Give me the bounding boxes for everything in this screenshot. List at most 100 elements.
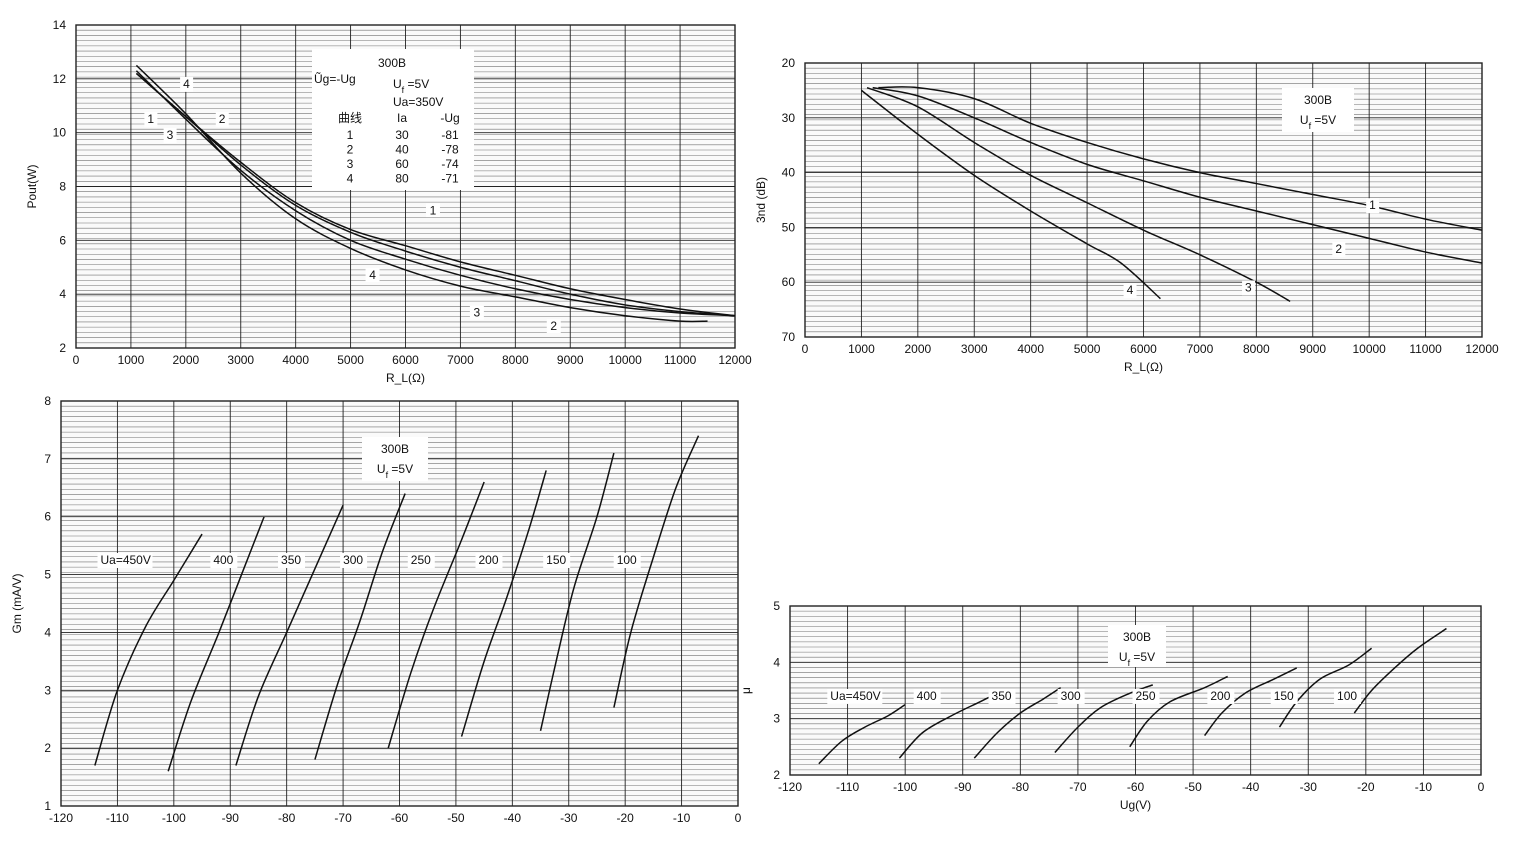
label-bg bbox=[1270, 688, 1298, 704]
x-tick-label: -40 bbox=[1242, 780, 1260, 794]
legend-line: Uf =5V bbox=[1119, 650, 1155, 668]
chart-third-harmonic: 0 1000 2000 3000 4000 5000 6000 7000 8000 9000 100… bbox=[754, 56, 1499, 374]
x-tick-label: 10000 bbox=[608, 353, 642, 367]
label-bg bbox=[144, 111, 158, 127]
label-bg bbox=[613, 553, 641, 568]
legend-box bbox=[312, 49, 474, 190]
legend-title: 300B bbox=[378, 56, 406, 70]
label-bg bbox=[210, 553, 238, 568]
x-tick-label: 9000 bbox=[1299, 342, 1326, 356]
y-tick-label: 5 bbox=[44, 568, 51, 582]
y-tick-label: 12 bbox=[53, 72, 67, 86]
series-label: 400 bbox=[917, 689, 937, 703]
x-tick-label: 3000 bbox=[227, 353, 254, 367]
series-label: Ua=450V bbox=[100, 553, 150, 567]
x-tick-label: 6000 bbox=[392, 353, 419, 367]
label-bg bbox=[913, 688, 941, 704]
y-tick-label: 3 bbox=[773, 712, 780, 726]
x-tick-label: 4000 bbox=[282, 353, 309, 367]
legend-cell: -71 bbox=[441, 172, 459, 186]
y-tick-label: 4 bbox=[59, 287, 66, 301]
legend-column-header: 曲线 bbox=[338, 111, 362, 125]
series-label: 100 bbox=[1337, 689, 1357, 703]
y-tick-label: 60 bbox=[782, 275, 796, 289]
series-line-200 bbox=[460, 470, 547, 737]
x-tick-label: -80 bbox=[1012, 780, 1030, 794]
x-tick-label: 5000 bbox=[337, 353, 364, 367]
x-axis-label: R_L(Ω) bbox=[1124, 360, 1163, 374]
y-tick-label: 10 bbox=[53, 126, 67, 140]
label-bg bbox=[1366, 198, 1380, 214]
x-tick-label: -70 bbox=[1069, 780, 1087, 794]
x-tick-label: 1000 bbox=[118, 353, 145, 367]
series-label: 200 bbox=[478, 553, 498, 567]
legend-title: 300B bbox=[1304, 93, 1332, 107]
x-tick-label: -70 bbox=[334, 811, 352, 825]
series-curves bbox=[94, 435, 700, 772]
series-label: 2 bbox=[550, 319, 557, 333]
series-line-350 bbox=[973, 687, 1062, 759]
legend-box bbox=[362, 437, 428, 481]
x-tick-label: -110 bbox=[106, 811, 129, 825]
series-label: 350 bbox=[281, 553, 301, 567]
x-tick-label: -60 bbox=[1127, 780, 1145, 794]
y-tick-label: 20 bbox=[782, 56, 796, 70]
label-bg bbox=[163, 128, 177, 144]
x-tick-label: -120 bbox=[49, 811, 73, 825]
label-bg bbox=[546, 319, 561, 334]
y-tick-label: 30 bbox=[782, 111, 796, 125]
x-tick-label: -30 bbox=[1300, 780, 1318, 794]
label-bg bbox=[340, 553, 368, 568]
y-tick-label: 3 bbox=[44, 683, 51, 697]
legend-line: Ua=350V bbox=[393, 95, 443, 109]
x-tick-label: -90 bbox=[954, 780, 972, 794]
series-line-400 bbox=[167, 516, 265, 772]
x-tick-label: 12000 bbox=[1465, 342, 1499, 356]
legend-title: 300B bbox=[1123, 630, 1151, 644]
x-tick-label: 0 bbox=[73, 353, 80, 367]
x-tick-label: 4000 bbox=[1017, 342, 1044, 356]
x-tick-label: -110 bbox=[836, 780, 859, 794]
legend-cell: -74 bbox=[441, 157, 459, 171]
chart-pout: 0 1000 2000 3000 4000 5000 6000 7000 8000 9000 100… bbox=[25, 18, 752, 385]
series-line-Ua450V bbox=[818, 703, 906, 765]
series-label: 1 bbox=[430, 203, 437, 217]
series-label: 250 bbox=[411, 553, 431, 567]
x-axis-label: R_L(Ω) bbox=[386, 371, 425, 385]
x-tick-label: -80 bbox=[278, 811, 296, 825]
series-line-150 bbox=[1278, 647, 1373, 728]
label-bg bbox=[1242, 280, 1256, 296]
series-label: 3 bbox=[167, 128, 174, 142]
x-tick-label: 0 bbox=[735, 811, 742, 825]
x-tick-label: 8000 bbox=[1243, 342, 1270, 356]
series-label: 350 bbox=[992, 689, 1012, 703]
y-tick-label: 70 bbox=[782, 330, 796, 344]
x-tick-label: -30 bbox=[560, 811, 578, 825]
y-tick-label: 4 bbox=[773, 655, 780, 669]
label-bg bbox=[407, 553, 435, 568]
label-bg bbox=[827, 688, 883, 704]
legend-cell: 40 bbox=[395, 143, 409, 157]
x-tick-label: 10000 bbox=[1352, 342, 1386, 356]
x-tick-label: -20 bbox=[1357, 780, 1375, 794]
label-bg bbox=[1132, 688, 1160, 704]
series-label: 4 bbox=[369, 268, 376, 282]
x-axis-label: Ug(V) bbox=[1120, 798, 1151, 812]
series-line-Ua450V bbox=[94, 533, 203, 766]
series-line-350 bbox=[235, 504, 344, 766]
legend-mu: 300B Uf =5V bbox=[1108, 625, 1166, 668]
y-axis-label: 3nd (dB) bbox=[754, 177, 768, 223]
y-tick-label: 14 bbox=[53, 18, 67, 32]
legend-cell: 4 bbox=[347, 172, 354, 186]
y-tick-label: 2 bbox=[773, 768, 780, 782]
x-tick-label: 0 bbox=[802, 342, 809, 356]
y-tick-label: 2 bbox=[59, 341, 66, 355]
x-tick-label: -100 bbox=[162, 811, 186, 825]
label-bg bbox=[1057, 688, 1085, 704]
label-bg bbox=[1332, 242, 1346, 258]
series-line-100 bbox=[613, 435, 700, 708]
series-label: 2 bbox=[1335, 242, 1342, 256]
label-bg bbox=[543, 553, 571, 568]
